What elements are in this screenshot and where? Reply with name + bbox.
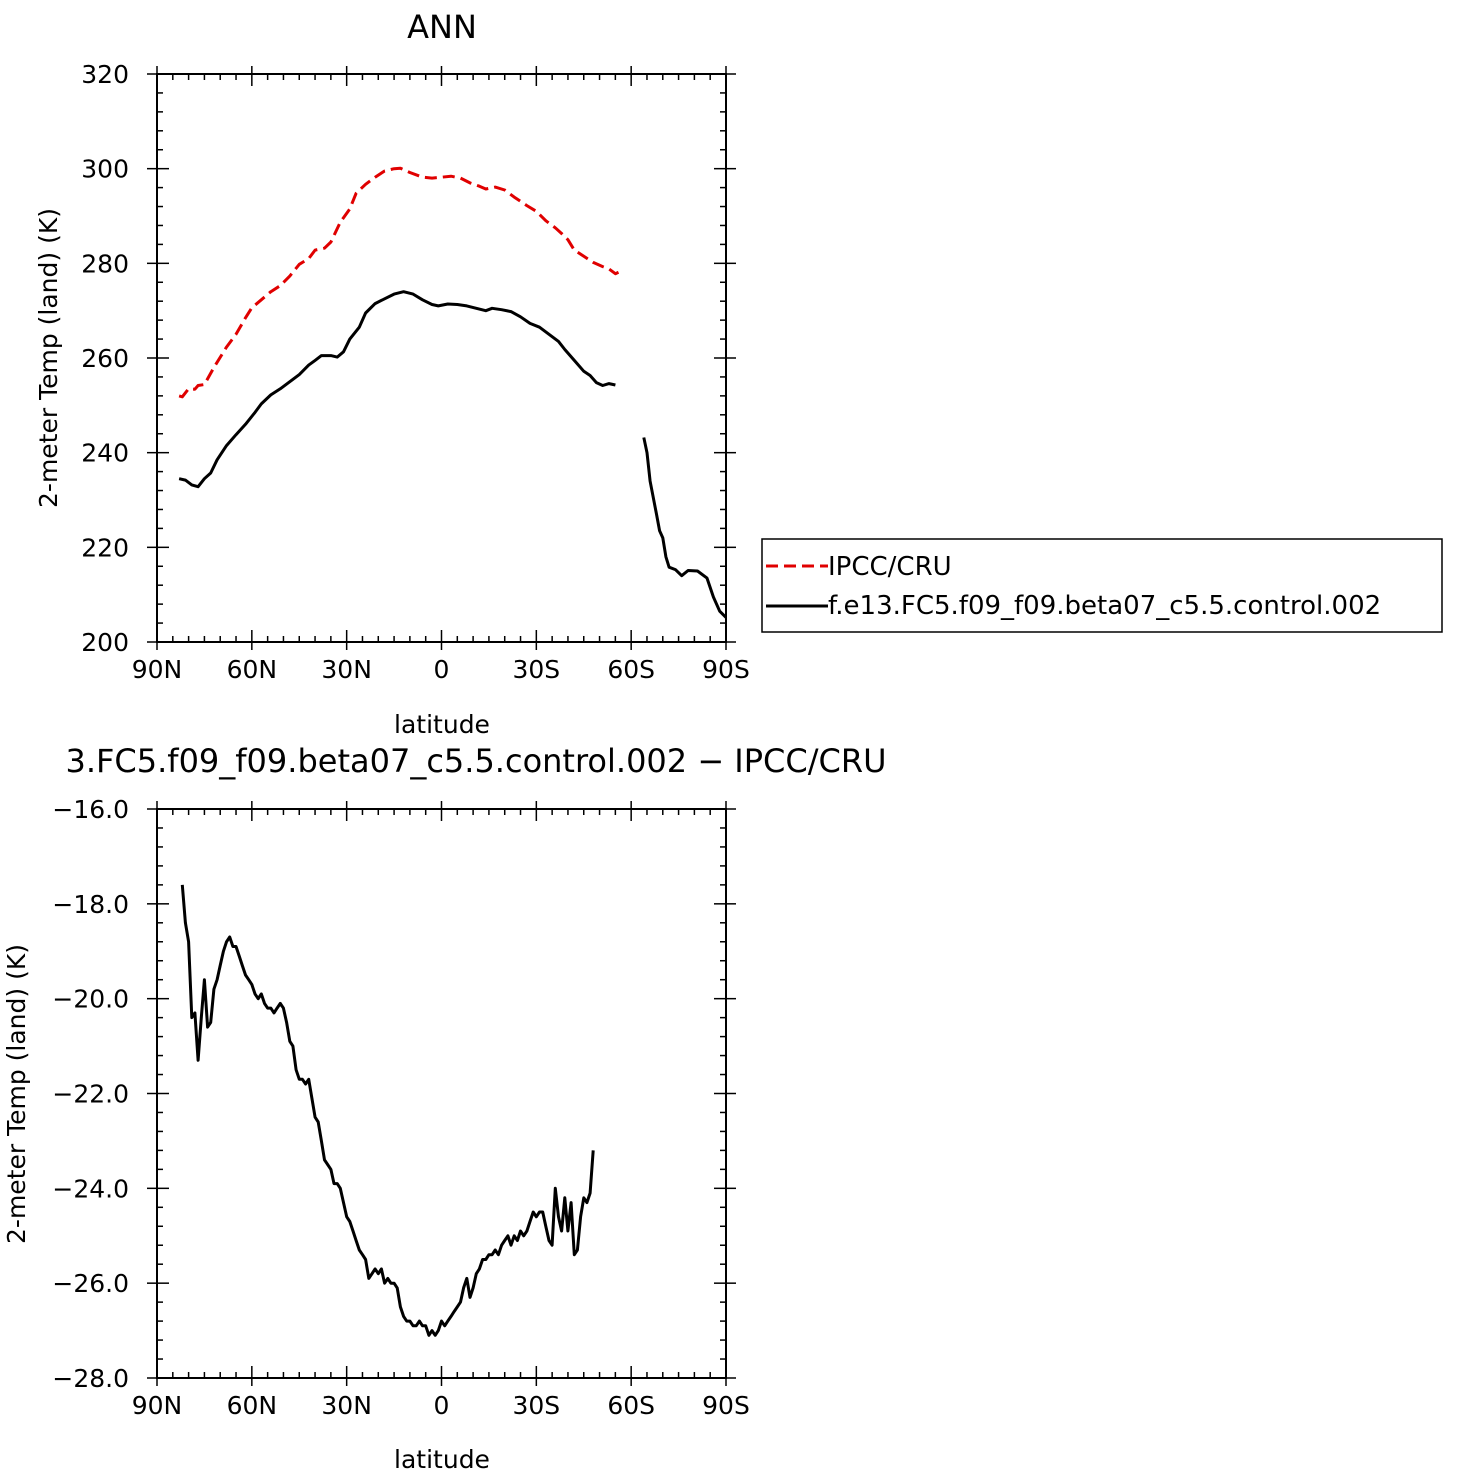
- x-tick-label: 30N: [321, 655, 372, 684]
- x-tick-label: 90S: [702, 655, 750, 684]
- x-tick-label: 60S: [607, 1391, 655, 1420]
- y-tick-label: −18.0: [52, 890, 129, 919]
- x-tick-label: 60N: [227, 655, 278, 684]
- x-axis-label: latitude: [394, 710, 490, 739]
- x-axis-label: latitude: [394, 1445, 490, 1474]
- chart-title: ANN: [407, 8, 477, 46]
- x-tick-label: 30S: [512, 1391, 560, 1420]
- panel-top: ANN 2-meter Temp (land) (K) latitude IPC…: [34, 8, 1443, 739]
- y-tick-label: 320: [81, 60, 129, 89]
- x-tick-label: 60S: [607, 655, 655, 684]
- y-tick-label: −16.0: [52, 795, 129, 824]
- x-tick-label: 30S: [512, 655, 560, 684]
- y-tick-label: 240: [81, 439, 129, 468]
- y-tick-label: −20.0: [52, 985, 129, 1014]
- y-tick-label: −26.0: [52, 1269, 129, 1298]
- x-tick-label: 90S: [702, 1391, 750, 1420]
- y-tick-label: −28.0: [52, 1364, 129, 1393]
- legend-label-ipcc: IPCC/CRU: [828, 552, 952, 582]
- panel-bottom: 3.FC5.f09_f09.beta07_c5.5.control.002 − …: [2, 742, 887, 1474]
- series-line-1-segment-1: [642, 437, 728, 619]
- x-tick-label: 0: [434, 1391, 450, 1420]
- x-tick-label: 0: [434, 655, 450, 684]
- y-tick-label: 220: [81, 533, 129, 562]
- legend: IPCC/CRU f.e13.FC5.f09_f09.beta07_c5.5.c…: [761, 538, 1443, 633]
- series-line-1-segment-0: [178, 290, 616, 489]
- y-tick-label: 300: [81, 155, 129, 184]
- plot-frame: [156, 808, 727, 1379]
- x-tick-label: 30N: [321, 1391, 372, 1420]
- series-line-0-segment-0: [180, 884, 595, 1337]
- legend-box: [761, 538, 1443, 633]
- x-tick-label: 90N: [132, 1391, 183, 1420]
- y-tick-label: 280: [81, 249, 129, 278]
- plot-frame: [156, 73, 727, 643]
- x-tick-label: 90N: [132, 655, 183, 684]
- y-tick-label: −22.0: [52, 1080, 129, 1109]
- series-line-0-segment-0: [178, 166, 620, 399]
- y-tick-label: 200: [81, 628, 129, 657]
- y-tick-label: 260: [81, 344, 129, 373]
- x-tick-label: 60N: [227, 1391, 278, 1420]
- y-axis-label: 2-meter Temp (land) (K): [2, 944, 31, 1244]
- legend-label-model: f.e13.FC5.f09_f09.beta07_c5.5.control.00…: [828, 591, 1381, 621]
- y-tick-label: −24.0: [52, 1174, 129, 1203]
- y-axis-label: 2-meter Temp (land) (K): [34, 208, 63, 508]
- chart-title: 3.FC5.f09_f09.beta07_c5.5.control.002 − …: [65, 742, 886, 780]
